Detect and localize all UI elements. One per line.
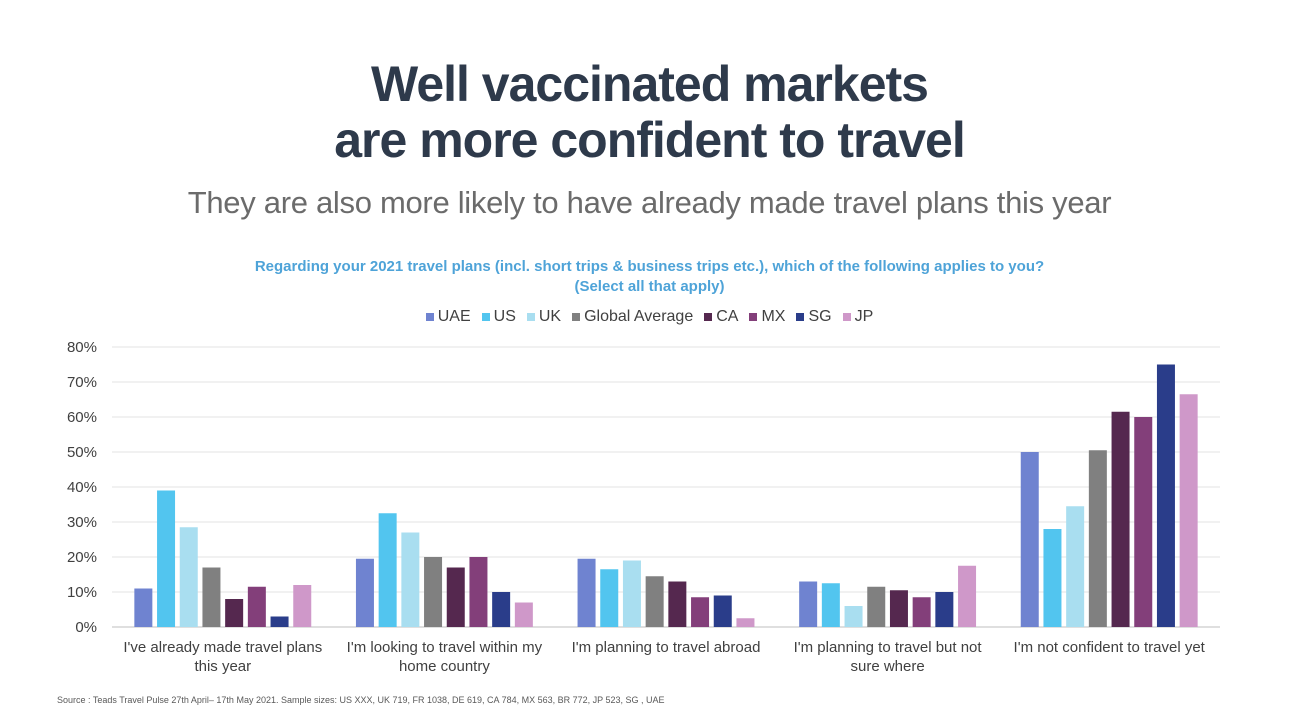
bar (600, 569, 619, 627)
chart-question: Regarding your 2021 travel plans (incl. … (0, 257, 1299, 297)
legend-item: SG (796, 308, 832, 326)
x-tick-label: I've already made travel plans this year (123, 639, 322, 675)
bar (1020, 452, 1039, 627)
page-title: Well vaccinated markets are more confide… (0, 56, 1299, 168)
x-tick-label: I'm looking to travel within my home coun… (347, 639, 543, 675)
bar (157, 490, 176, 627)
y-tick-label: 20% (67, 549, 97, 566)
bar (293, 585, 312, 627)
bar (1134, 417, 1153, 627)
legend-swatch (425, 313, 434, 321)
bar (912, 597, 931, 627)
bar (1066, 506, 1085, 627)
legend-swatch (481, 313, 490, 321)
bar (645, 576, 664, 627)
bar (514, 602, 533, 627)
legend-item: UAE (425, 308, 471, 326)
x-tick-label: I'm planning to travel but not sure where (794, 639, 983, 675)
bar (134, 588, 153, 627)
bar (446, 567, 465, 627)
question-line-1: Regarding your 2021 travel plans (incl. … (254, 258, 1045, 275)
y-tick-label: 50% (67, 444, 97, 461)
legend-item: JP (842, 308, 874, 326)
legend-label: Global Average (584, 308, 694, 325)
bar (270, 616, 289, 627)
chart-legend: UAE US UK Global Average CA MX SG JP (0, 308, 1299, 326)
y-tick-label: 80% (67, 339, 97, 356)
legend-swatch (704, 313, 713, 321)
legend-label: SG (808, 308, 832, 325)
legend-item: MX (749, 308, 785, 326)
legend-swatch (572, 313, 581, 321)
legend-label: CA (716, 308, 739, 325)
legend-label: MX (761, 308, 786, 325)
bar (225, 599, 244, 627)
bar (1043, 529, 1062, 627)
bar (821, 583, 840, 627)
y-tick-label: 0% (75, 619, 97, 636)
bar (378, 513, 397, 627)
legend-swatch (842, 313, 851, 321)
bar (355, 558, 374, 627)
bar (179, 527, 198, 627)
bar (799, 581, 818, 627)
legend-item: CA (704, 308, 738, 326)
bar (1088, 450, 1107, 627)
legend-item: US (481, 308, 516, 326)
bar (577, 558, 596, 627)
bar (1179, 394, 1198, 627)
y-tick-label: 60% (67, 409, 97, 426)
legend-label: US (493, 308, 516, 325)
bar (691, 597, 710, 627)
bar (1111, 411, 1130, 627)
bar (469, 557, 488, 627)
source-note: Source : Teads Travel Pulse 27th April– … (57, 695, 665, 705)
title-line-1: Well vaccinated markets (371, 56, 929, 112)
x-tick-label: I'm planning to travel abroad (572, 639, 761, 656)
y-tick-label: 70% (67, 374, 97, 391)
bar (1156, 364, 1175, 627)
legend-label: UK (538, 308, 562, 325)
x-tick-label: I'm not confident to travel yet (1014, 639, 1206, 656)
bar (844, 606, 863, 627)
legend-label: UAE (437, 308, 471, 325)
y-tick-label: 30% (67, 514, 97, 531)
legend-swatch (749, 313, 758, 321)
bar (867, 586, 886, 627)
bar (401, 532, 420, 627)
question-line-2: (Select all that apply) (574, 278, 725, 295)
bar (713, 595, 732, 627)
legend-swatch (526, 313, 535, 321)
bar (202, 567, 221, 627)
bar (622, 560, 641, 627)
title-line-2: are more confident to travel (334, 112, 966, 168)
legend-label: JP (854, 308, 874, 325)
bar (492, 592, 511, 627)
bar (424, 557, 443, 627)
bar (247, 586, 266, 627)
bar (736, 618, 755, 627)
y-tick-label: 40% (67, 479, 97, 496)
bar (935, 592, 954, 627)
legend-item: UK (526, 308, 562, 326)
bar (958, 565, 977, 627)
y-tick-label: 10% (67, 584, 97, 601)
legend-item: Global Average (572, 308, 693, 326)
bar (668, 581, 687, 627)
legend-swatch (796, 313, 805, 321)
subtitle: They are also more likely to have alread… (187, 185, 1112, 220)
bar (889, 590, 908, 627)
